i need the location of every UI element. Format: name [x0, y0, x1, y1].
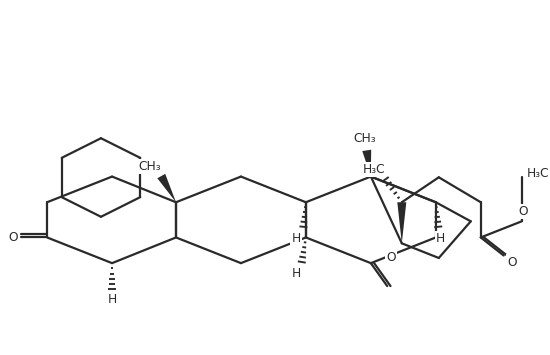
Text: O: O [519, 205, 528, 218]
Text: CH₃: CH₃ [139, 160, 161, 173]
Text: H: H [107, 293, 117, 306]
Polygon shape [362, 150, 371, 176]
Polygon shape [397, 202, 406, 243]
Text: O: O [387, 251, 396, 264]
Text: H: H [436, 232, 446, 245]
Text: O: O [507, 256, 516, 268]
Text: H₃C: H₃C [527, 167, 549, 180]
Text: H: H [292, 232, 301, 245]
Text: H: H [292, 267, 301, 280]
Text: H₃C: H₃C [362, 163, 386, 176]
Polygon shape [157, 174, 176, 202]
Text: CH₃: CH₃ [354, 132, 376, 146]
Text: O: O [8, 231, 18, 244]
